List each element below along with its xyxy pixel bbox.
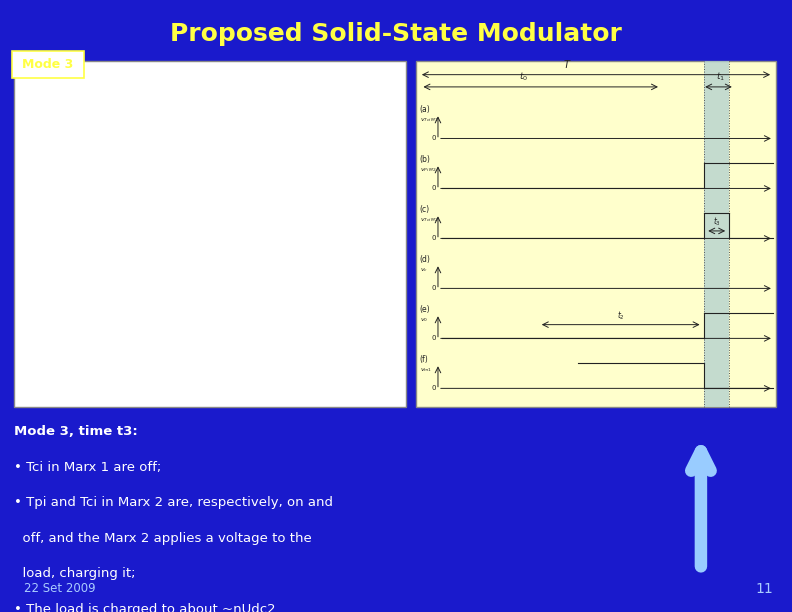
Text: (a): (a) (420, 105, 431, 114)
Text: $t_0$: $t_0$ (520, 71, 528, 83)
Text: $t_1$: $t_1$ (716, 71, 725, 83)
Bar (416, 61, 776, 407)
Text: $T$: $T$ (563, 58, 572, 70)
Text: $v_c$: $v_c$ (420, 266, 428, 274)
FancyBboxPatch shape (12, 51, 84, 78)
Text: • Tpi and Tci in Marx 2 are, respectively, on and: • Tpi and Tci in Marx 2 are, respectivel… (14, 496, 333, 509)
Text: (f): (f) (420, 355, 428, 364)
Text: Proposed Solid-State Modulator: Proposed Solid-State Modulator (170, 21, 622, 46)
Bar (704, 61, 729, 407)
Text: 0: 0 (431, 235, 436, 241)
Text: $v_0$: $v_0$ (420, 316, 428, 324)
Text: 0: 0 (431, 185, 436, 191)
Bar (14, 61, 406, 407)
Text: (d): (d) (420, 255, 431, 264)
Text: 0: 0 (431, 285, 436, 291)
Text: $t_2$: $t_2$ (617, 310, 625, 322)
Text: (c): (c) (420, 205, 430, 214)
Text: (e): (e) (420, 305, 430, 314)
Text: $v_{Tci\,M1}$: $v_{Tci\,M1}$ (420, 116, 439, 124)
Text: • Tci in Marx 1 are off;: • Tci in Marx 1 are off; (14, 461, 162, 474)
Text: Mode 3: Mode 3 (22, 58, 73, 72)
Text: $v_{m1}$: $v_{m1}$ (420, 366, 432, 374)
Text: $v_{Tci\,M2}$: $v_{Tci\,M2}$ (420, 216, 439, 224)
Text: 0: 0 (431, 135, 436, 141)
Text: 22 Set 2009: 22 Set 2009 (24, 582, 95, 595)
Text: 11: 11 (756, 582, 773, 595)
Text: $v_{Pi\,M2}$: $v_{Pi\,M2}$ (420, 166, 436, 174)
Text: load, charging it;: load, charging it; (14, 567, 135, 580)
Text: Mode 3, time t3:: Mode 3, time t3: (14, 425, 138, 438)
Text: • The load is charged to about ~ηUdc2.: • The load is charged to about ~ηUdc2. (14, 603, 280, 612)
Text: 0: 0 (431, 385, 436, 390)
Text: off, and the Marx 2 applies a voltage to the: off, and the Marx 2 applies a voltage to… (14, 532, 312, 545)
Text: $t_3$: $t_3$ (713, 216, 721, 228)
Text: 0: 0 (431, 335, 436, 341)
Text: (b): (b) (420, 155, 431, 164)
